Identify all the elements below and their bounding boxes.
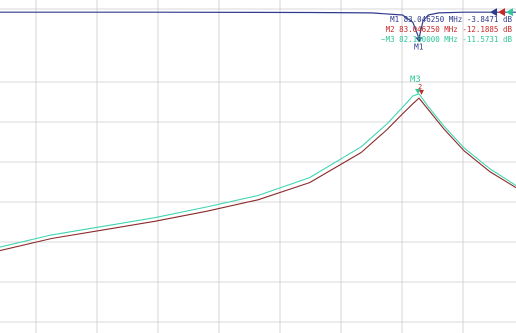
markers: M1 M32 bbox=[410, 8, 513, 95]
trace-red bbox=[0, 97, 516, 252]
marker-readout-freq: 83.046250 MHz bbox=[403, 15, 463, 24]
marker-readout-prefix: ~ bbox=[381, 35, 386, 44]
marker-readout-name: M2 bbox=[385, 25, 395, 34]
trace-cyan bbox=[0, 93, 516, 248]
reference-arrow bbox=[490, 8, 497, 17]
reference-arrow bbox=[506, 8, 513, 17]
marker-readout-value: -3.8471 dB bbox=[466, 15, 512, 24]
marker-readout-name: M3 bbox=[385, 35, 395, 44]
reference-arrow bbox=[498, 8, 505, 17]
marker-m2-label: 2 bbox=[418, 83, 422, 91]
marker-m1-triangle bbox=[415, 37, 423, 43]
marker-readout-name: M1 bbox=[390, 15, 400, 24]
marker-m2-triangle bbox=[418, 89, 424, 95]
marker-readout-m2: M2 83.046250 MHz -12.1885 dB bbox=[368, 16, 512, 43]
marker-readout-m1: M1 83.046250 MHz -3.8471 dB bbox=[372, 6, 512, 33]
marker-readout-value: -11.5731 dB bbox=[462, 35, 512, 44]
marker-readout-freq: 82.180000 MHz bbox=[399, 35, 458, 44]
marker-m1-label: M1 bbox=[414, 42, 424, 51]
marker-readout-freq: 83.046250 MHz bbox=[399, 25, 458, 34]
traces bbox=[0, 11, 516, 252]
marker-m3-label: M3 bbox=[410, 75, 421, 85]
marker-readout-value: -12.1885 dB bbox=[462, 25, 512, 34]
marker-readout: M1 83.046250 MHz -3.8471 dB M2 83.046250… bbox=[266, 6, 516, 46]
trace-s11 bbox=[0, 11, 516, 39]
marker-readout-m3: ~M3 82.180000 MHz -11.5731 dB bbox=[363, 26, 512, 53]
